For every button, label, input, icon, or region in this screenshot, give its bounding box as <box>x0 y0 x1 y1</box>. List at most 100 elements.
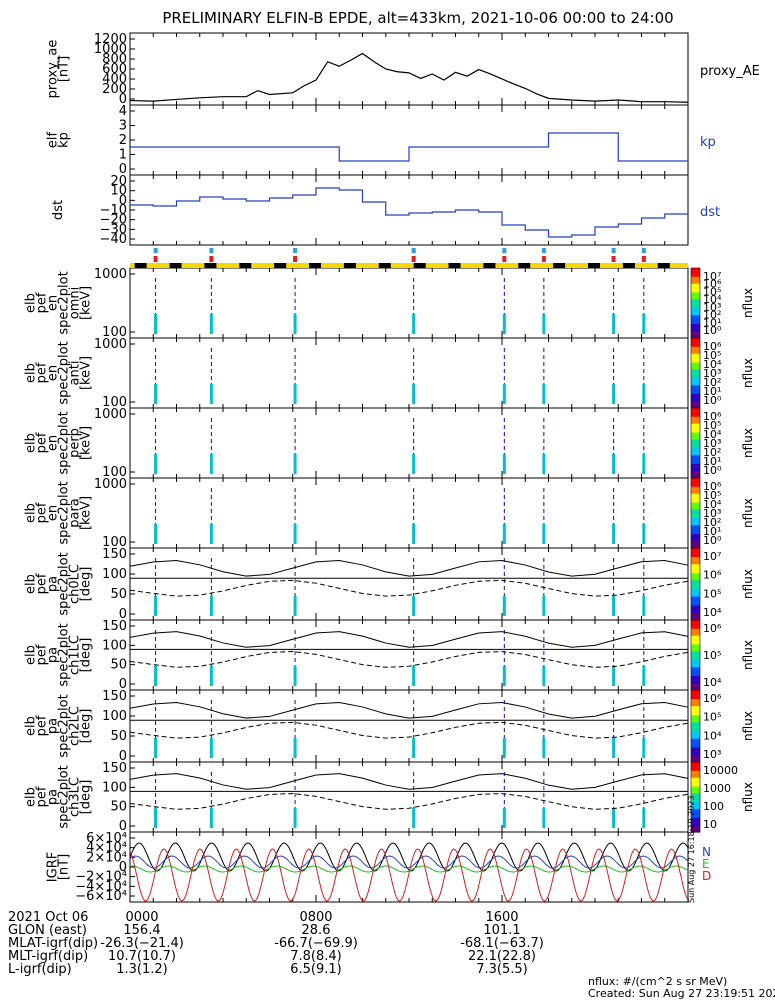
created-stamp: Created: Sun Aug 27 23:19:51 2023 <box>588 987 775 1000</box>
spectrogram-burst <box>502 454 506 474</box>
colorbar-swatch <box>691 724 700 727</box>
science-zone-marker <box>641 256 646 262</box>
colorbar-swatch <box>691 699 700 702</box>
colorbar-swatch <box>691 339 700 343</box>
science-zone-marker <box>641 248 646 253</box>
colorbar-swatch <box>691 729 700 732</box>
colorbar-swatch <box>691 346 700 350</box>
y-axis-label: pef <box>35 292 50 313</box>
colorbar-swatch <box>691 516 700 519</box>
y-tick-label: 50 <box>110 658 127 673</box>
y-axis-label: elb <box>24 574 39 594</box>
colorbar-swatch <box>691 762 700 765</box>
colorbar-swatch <box>691 315 700 318</box>
colorbar-swatch <box>691 383 700 386</box>
y-tick-label: 4 <box>119 104 127 119</box>
colorbar-tick-label: 10⁴ <box>703 729 722 742</box>
colorbar-swatch <box>691 271 700 274</box>
colorbar-tick-label: 10⁴ <box>703 606 722 619</box>
y-axis-label: elb <box>24 716 39 736</box>
y-axis-label: ch2LC <box>68 706 83 746</box>
y-tick-label: 0 <box>119 162 127 177</box>
colorbar-tick-label: 10⁴ <box>703 293 722 306</box>
colorbar-swatch <box>691 584 700 587</box>
colorbar-swatch <box>691 627 700 630</box>
colorbar-swatch <box>691 753 700 756</box>
spectrogram-burst <box>412 808 416 828</box>
colorbar-swatch <box>691 378 700 381</box>
colorbar-swatch <box>691 478 700 481</box>
colorbar-swatch <box>691 497 700 500</box>
y-axis-label: pa <box>46 789 61 805</box>
colorbar-swatch <box>691 558 700 562</box>
colorbar-swatch <box>691 325 700 329</box>
colorbar-swatch <box>691 620 700 623</box>
spectrogram-burst <box>154 384 158 404</box>
y-axis-label: [deg] <box>79 709 94 744</box>
spectrogram-burst <box>412 524 416 544</box>
spectrogram-burst <box>293 384 297 404</box>
science-zone-marker <box>541 256 546 262</box>
science-zone-marker <box>611 256 616 262</box>
colorbar-swatch <box>691 439 700 442</box>
colorbar-swatch <box>691 684 700 688</box>
colorbar-tick-label: 10⁶ <box>703 569 722 582</box>
info-row-value: 0000 <box>125 910 158 925</box>
info-row-label: L-igrf(dip) <box>8 962 72 977</box>
info-row-value: 6.5(9.1) <box>290 962 342 977</box>
orbit-bar-segment <box>378 263 391 268</box>
colorbar-swatch <box>691 747 700 750</box>
colorbar-swatch <box>691 763 700 767</box>
colorbar-swatch <box>691 625 700 628</box>
colorbar-swatch <box>691 401 700 404</box>
colorbar-swatch <box>691 364 700 367</box>
colorbar-swatch <box>691 708 700 711</box>
colorbar-swatch <box>691 388 700 392</box>
y-tick-label: 0 <box>119 819 127 834</box>
colorbar-swatch <box>691 278 700 281</box>
colorbar-swatch <box>691 683 700 686</box>
spectrogram-burst <box>293 524 297 544</box>
colorbar-tick-label: 1000 <box>703 782 731 795</box>
colorbar-swatch <box>691 564 700 567</box>
science-zone-marker <box>153 248 158 253</box>
spectrogram-burst <box>502 596 506 616</box>
info-row-value: 10.7(10.7) <box>108 949 176 964</box>
colorbar-swatch <box>691 770 700 774</box>
colorbar-swatch <box>691 306 700 309</box>
y-axis-label: [deg] <box>79 638 94 673</box>
colorbar-swatch <box>691 320 700 323</box>
colorbar-swatch <box>691 663 700 667</box>
colorbar-swatch <box>691 727 700 731</box>
orbit-bar-segment <box>169 263 182 268</box>
colorbar-swatch <box>691 450 700 453</box>
colorbar-tick-label: 10⁵ <box>703 587 721 600</box>
colorbar-swatch <box>691 816 700 819</box>
orbit-bar-segment <box>343 263 356 268</box>
y-axis-label: elb <box>24 363 39 383</box>
panel-frame <box>129 407 689 479</box>
colorbar-tick-label: 10² <box>703 376 721 389</box>
spectrogram-burst <box>642 808 646 828</box>
colorbar-swatch <box>691 830 700 833</box>
spectrogram-burst <box>154 596 158 616</box>
colorbar-swatch <box>691 632 700 635</box>
colorbar-swatch <box>691 735 700 738</box>
colorbar-tick-label: 10000 <box>703 764 738 777</box>
colorbar-swatch <box>691 366 700 369</box>
y-tick-label: 1 <box>119 148 127 163</box>
orbit-bar-segment <box>309 263 322 268</box>
colorbar-swatch <box>691 395 700 399</box>
colorbar-swatch <box>691 611 700 614</box>
y-tick-label: 1200 <box>94 32 127 47</box>
colorbar-swatch <box>691 385 700 388</box>
colorbar-swatch <box>691 408 700 411</box>
science-zone-marker <box>153 256 158 262</box>
colorbar-swatch <box>691 738 700 741</box>
colorbar-label: nflux <box>741 711 755 741</box>
colorbar-swatch <box>691 392 700 395</box>
colorbar-swatch <box>691 507 700 511</box>
colorbar-swatch <box>691 427 700 430</box>
